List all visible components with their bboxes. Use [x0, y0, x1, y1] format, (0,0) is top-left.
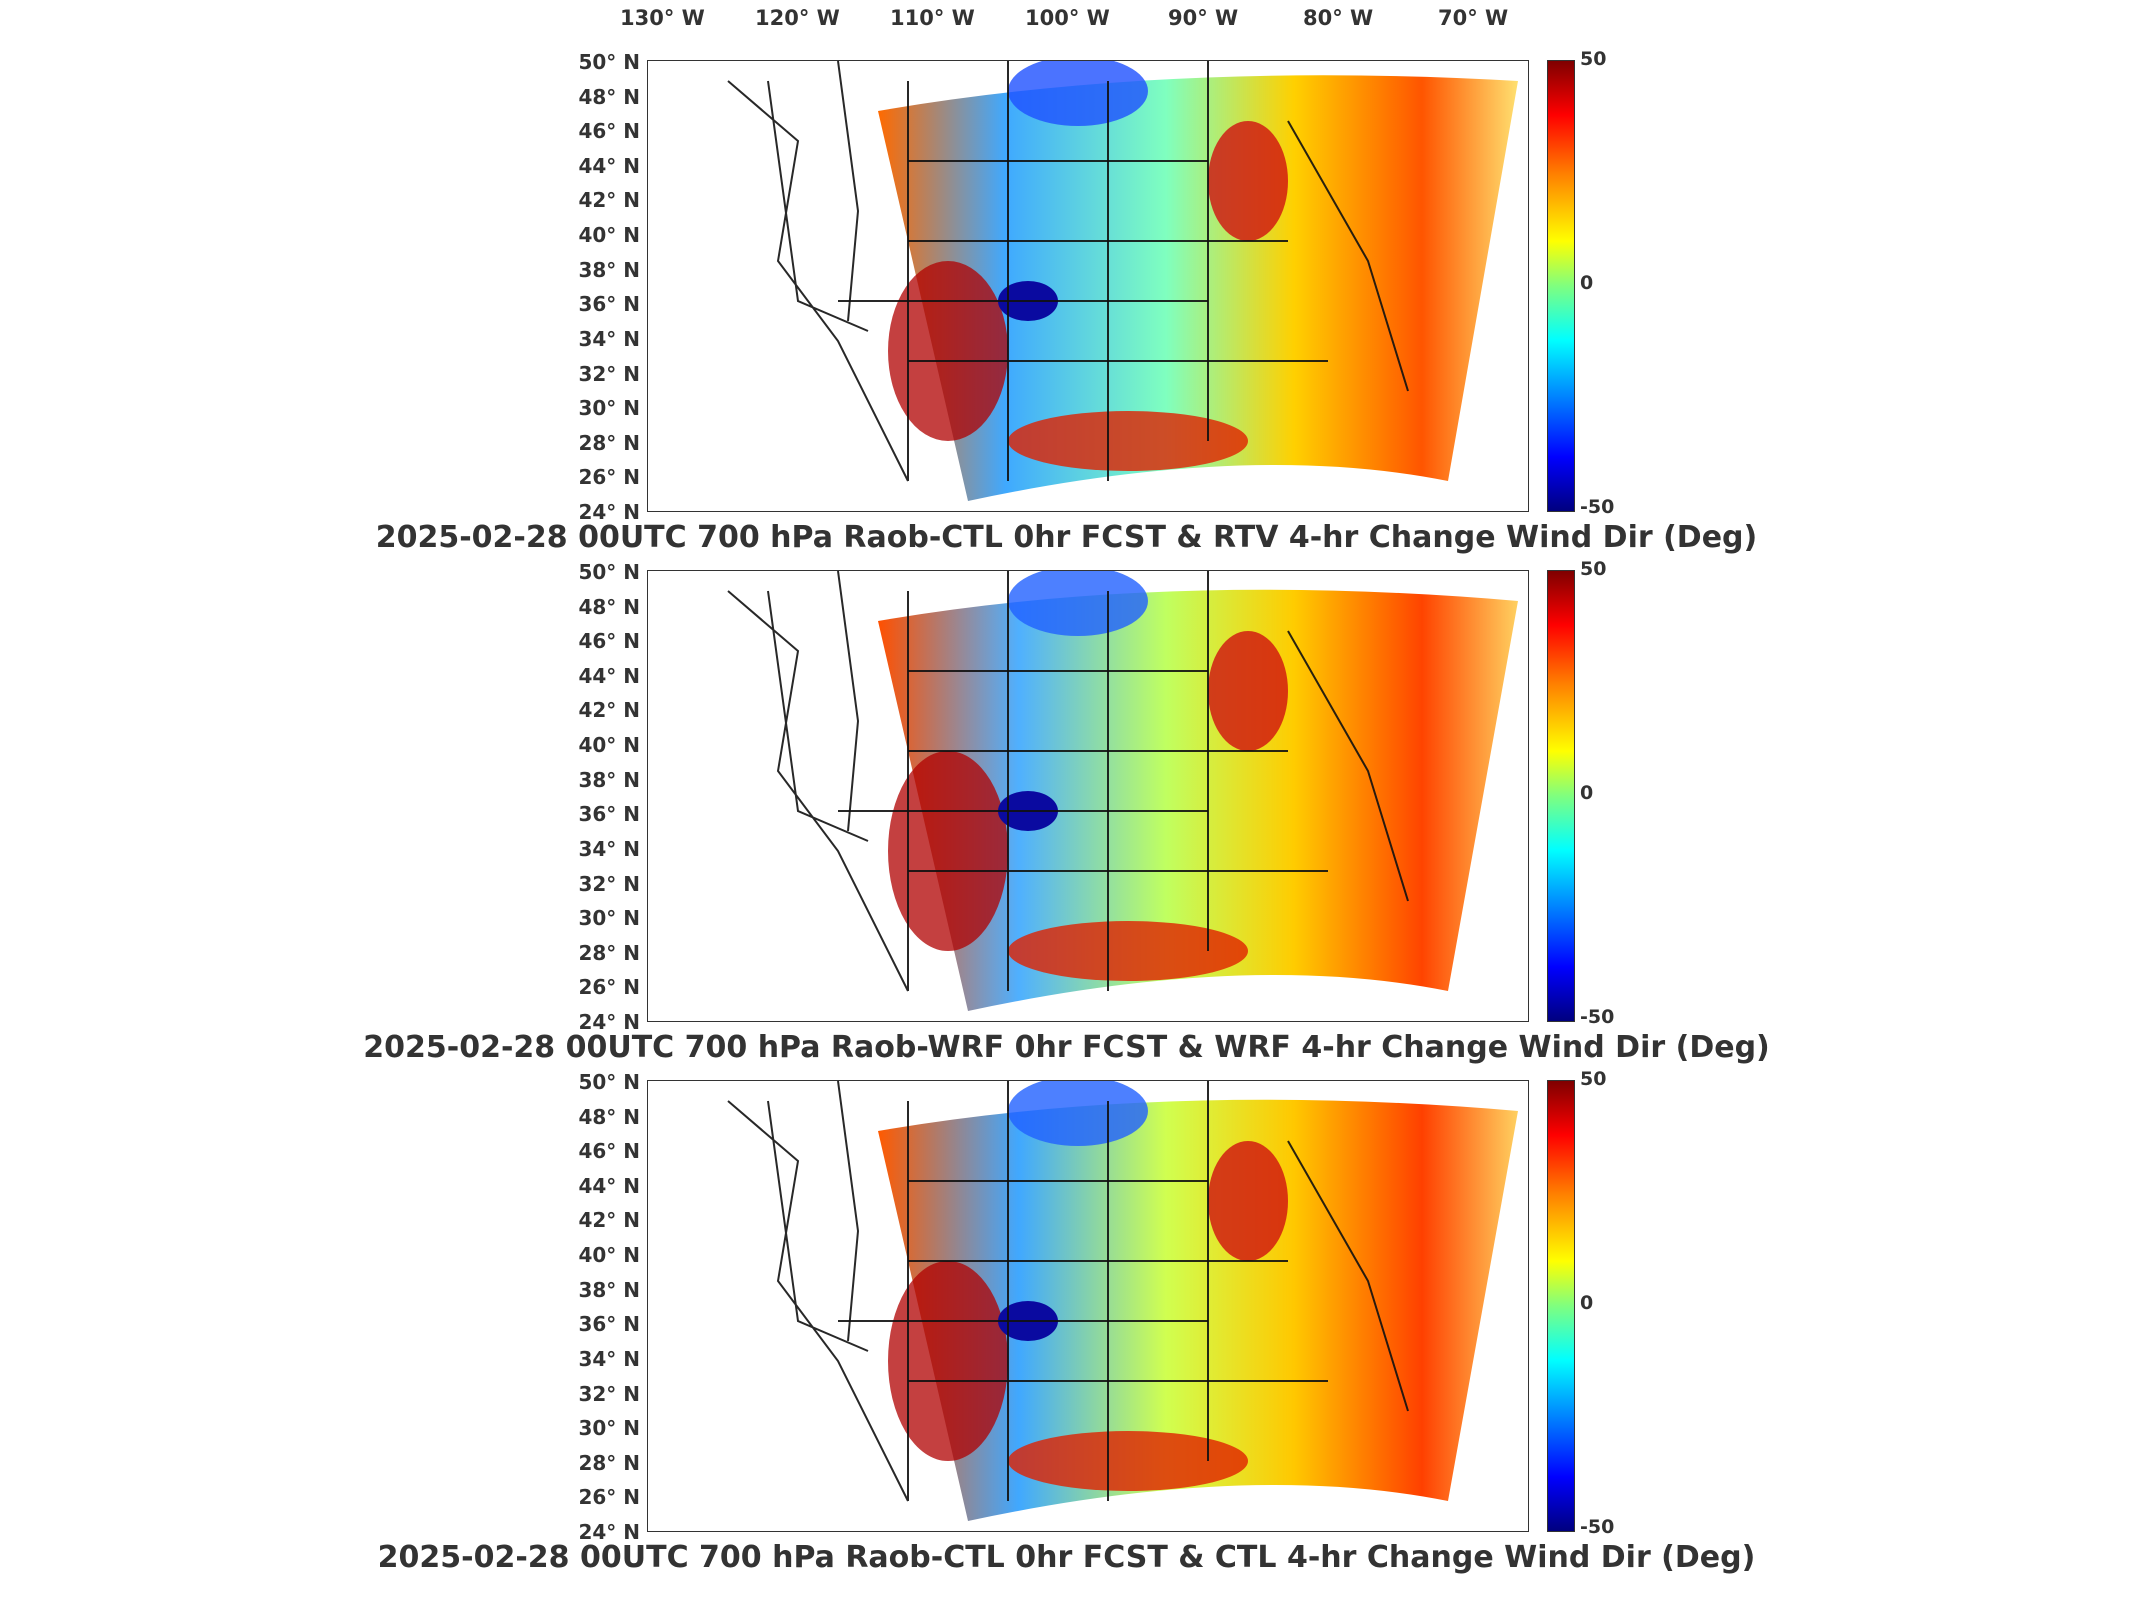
lon-label-80w: 80° W: [1303, 6, 1374, 30]
lat-label: 42° N: [578, 188, 640, 213]
data-region: [878, 589, 1518, 1011]
lat-label: 48° N: [578, 1104, 640, 1129]
lat-label: 44° N: [578, 1173, 640, 1198]
lat-label: 46° N: [578, 1139, 640, 1164]
lat-label: 32° N: [578, 1381, 640, 1406]
lat-label: 40° N: [578, 733, 640, 758]
lat-label: 32° N: [578, 871, 640, 896]
lat-label: 24° N: [578, 500, 640, 524]
data-region: [878, 75, 1518, 502]
lat-label: 50° N: [578, 50, 640, 74]
lon-label-130w: 130° W: [620, 6, 705, 30]
panel-title: 2025-02-28 00UTC 700 hPa Raob-WRF 0hr FC…: [363, 1030, 1770, 1065]
lat-label: 24° N: [578, 1520, 640, 1544]
lat-label: 30° N: [578, 396, 640, 421]
lat-label: 46° N: [578, 119, 640, 144]
lon-label-120w: 120° W: [755, 6, 840, 30]
lat-label: 28° N: [578, 1450, 640, 1475]
wind-direction-field: [727, 571, 1518, 1011]
colorbar-min-label: -50: [1580, 496, 1615, 518]
colorbar-max-label: 50: [1580, 1068, 1607, 1090]
colorbar-max-label: 50: [1580, 48, 1607, 70]
lat-label: 34° N: [578, 836, 640, 861]
lat-label: 40° N: [578, 1243, 640, 1268]
lat-label: 26° N: [578, 465, 640, 490]
wind-direction-field: [727, 1081, 1518, 1521]
wind-direction-field: [727, 61, 1518, 502]
lat-label: 28° N: [578, 430, 640, 455]
lon-label-70w: 70° W: [1438, 6, 1509, 30]
map-area: [647, 570, 1529, 1022]
colorbar-min-label: -50: [1580, 1516, 1615, 1538]
lat-label: 26° N: [578, 1485, 640, 1510]
lat-label: 26° N: [578, 975, 640, 1000]
lat-label: 36° N: [578, 1312, 640, 1337]
colorbar: [1547, 570, 1575, 1022]
lat-label: 40° N: [578, 223, 640, 248]
colorbar-min-label: -50: [1580, 1006, 1615, 1028]
lat-label: 38° N: [578, 1277, 640, 1302]
lat-label: 32° N: [578, 361, 640, 386]
lat-label: 38° N: [578, 767, 640, 792]
lat-label: 42° N: [578, 1208, 640, 1233]
colorbar: [1547, 60, 1575, 512]
lat-label: 34° N: [578, 326, 640, 351]
lat-label: 36° N: [578, 802, 640, 827]
lat-label: 38° N: [578, 257, 640, 282]
lat-label: 44° N: [578, 663, 640, 688]
lat-label: 36° N: [578, 292, 640, 317]
colorbar: [1547, 1080, 1575, 1532]
colorbar-mid-label: 0: [1580, 272, 1594, 294]
map-area: [647, 60, 1529, 512]
lat-label: 28° N: [578, 940, 640, 965]
lon-label-110w: 110° W: [890, 6, 975, 30]
lat-label: 46° N: [578, 629, 640, 654]
lat-label: 48° N: [578, 84, 640, 109]
colorbar-mid-label: 0: [1580, 1292, 1594, 1314]
colorbar-max-label: 50: [1580, 558, 1607, 580]
lat-label: 30° N: [578, 1416, 640, 1441]
lat-label: 44° N: [578, 153, 640, 178]
colorbar-mid-label: 0: [1580, 782, 1594, 804]
panel-title: 2025-02-28 00UTC 700 hPa Raob-CTL 0hr FC…: [375, 520, 1758, 555]
lat-label: 34° N: [578, 1346, 640, 1371]
map-area: [647, 1080, 1529, 1532]
lon-label-90w: 90° W: [1168, 6, 1239, 30]
lat-label: 24° N: [578, 1010, 640, 1034]
lat-label: 50° N: [578, 1070, 640, 1094]
panel-title: 2025-02-28 00UTC 700 hPa Raob-CTL 0hr FC…: [377, 1540, 1756, 1575]
lon-label-100w: 100° W: [1025, 6, 1110, 30]
data-region: [878, 1099, 1518, 1521]
lat-label: 42° N: [578, 698, 640, 723]
lat-label: 48° N: [578, 594, 640, 619]
lat-label: 50° N: [578, 560, 640, 584]
lat-label: 30° N: [578, 906, 640, 931]
